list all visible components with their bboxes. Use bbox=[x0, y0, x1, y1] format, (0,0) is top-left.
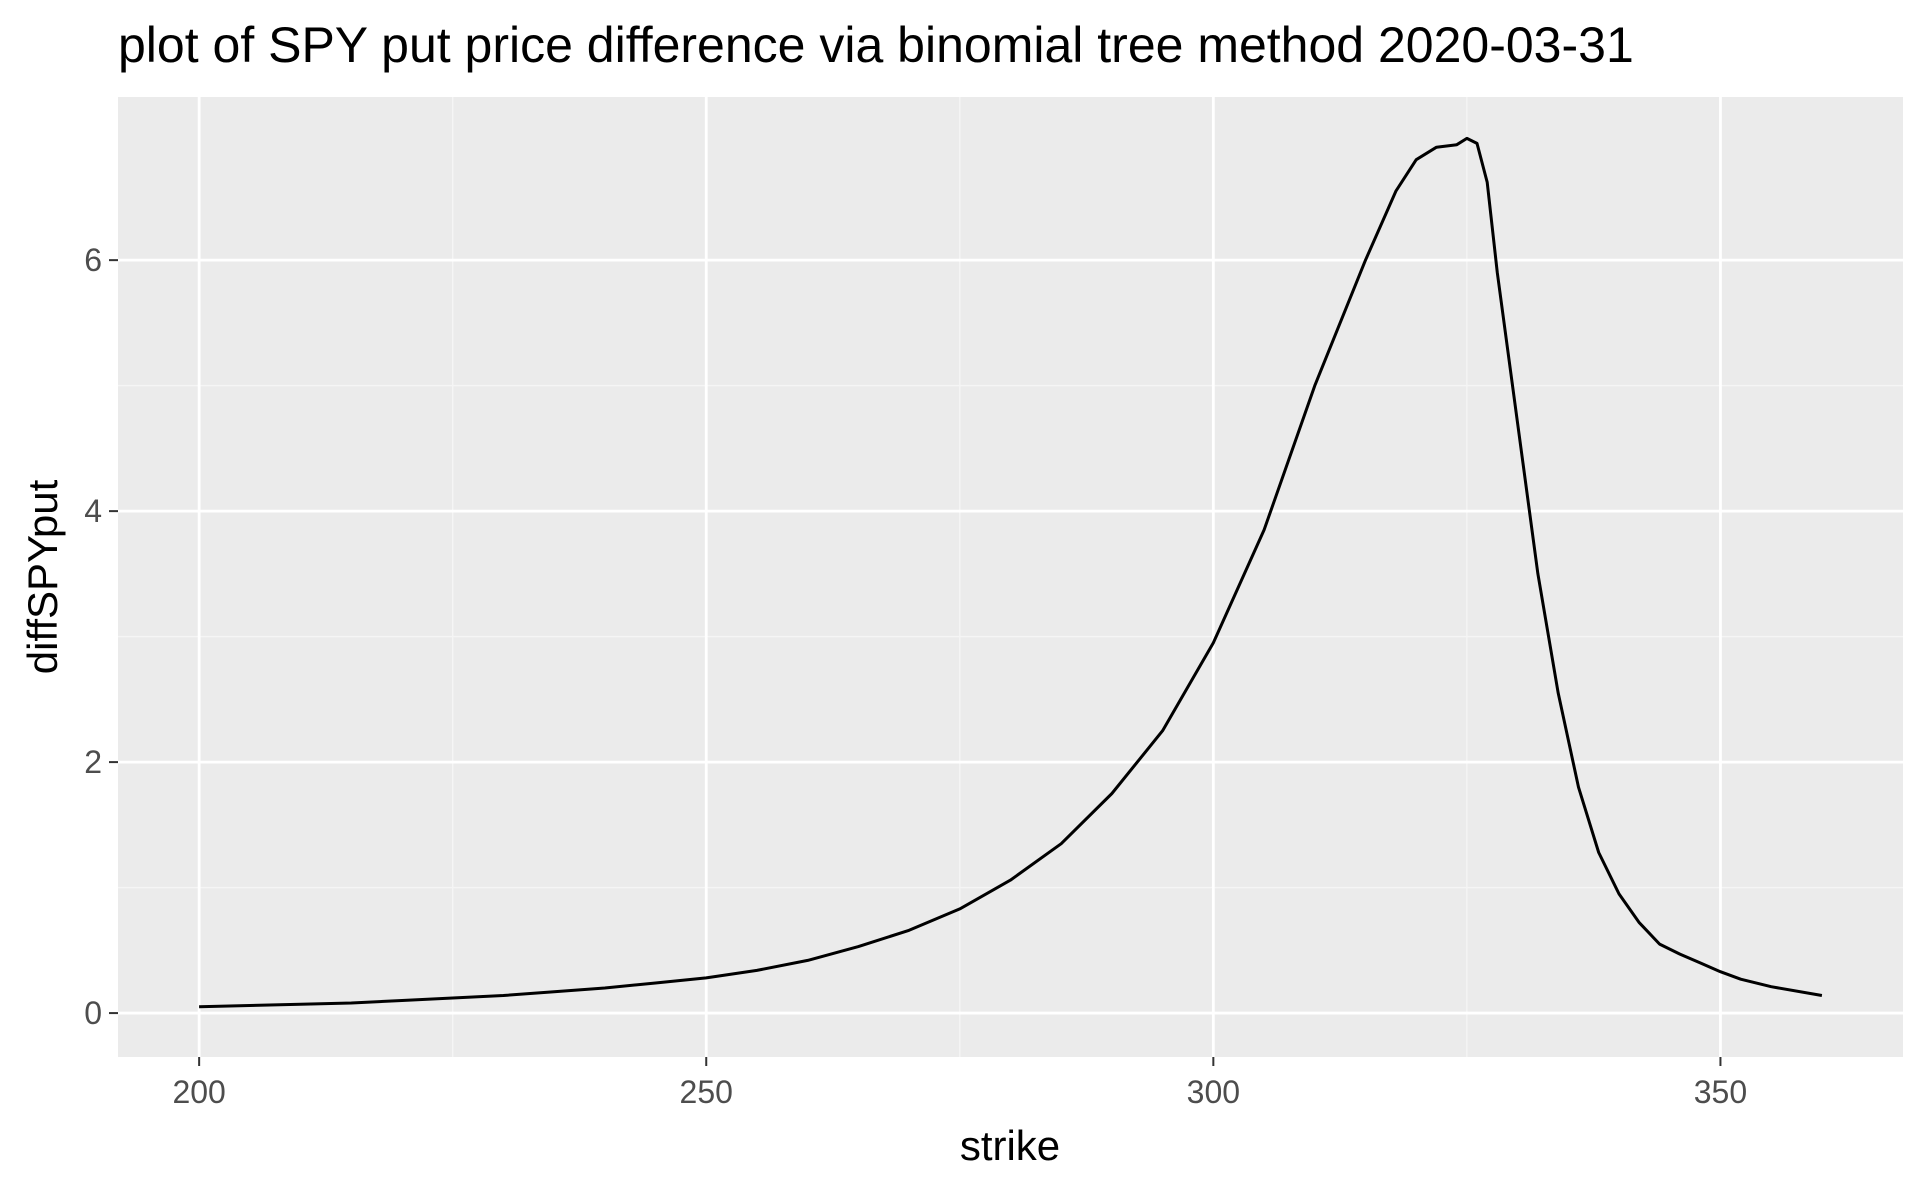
x-axis: 200 250 300 350 bbox=[172, 1057, 1747, 1110]
y-axis-title: diffSPYput bbox=[19, 479, 66, 674]
y-axis: 0 2 4 6 bbox=[84, 242, 118, 1031]
y-tick-label: 0 bbox=[84, 995, 102, 1031]
x-axis-title: strike bbox=[960, 1122, 1060, 1169]
x-tick-label: 200 bbox=[172, 1074, 225, 1110]
minor-gridlines bbox=[118, 97, 1903, 1057]
plot-panel bbox=[118, 97, 1903, 1057]
y-tick-label: 6 bbox=[84, 242, 102, 278]
x-tick-label: 300 bbox=[1187, 1074, 1240, 1110]
x-tick-label: 350 bbox=[1694, 1074, 1747, 1110]
y-tick-label: 4 bbox=[84, 493, 102, 529]
series-layer bbox=[199, 136, 1823, 1009]
major-gridlines bbox=[118, 97, 1903, 1057]
series-line bbox=[199, 136, 1823, 1009]
x-tick-label: 250 bbox=[680, 1074, 733, 1110]
chart-title: plot of SPY put price difference via bin… bbox=[118, 17, 1634, 73]
y-tick-label: 2 bbox=[84, 744, 102, 780]
